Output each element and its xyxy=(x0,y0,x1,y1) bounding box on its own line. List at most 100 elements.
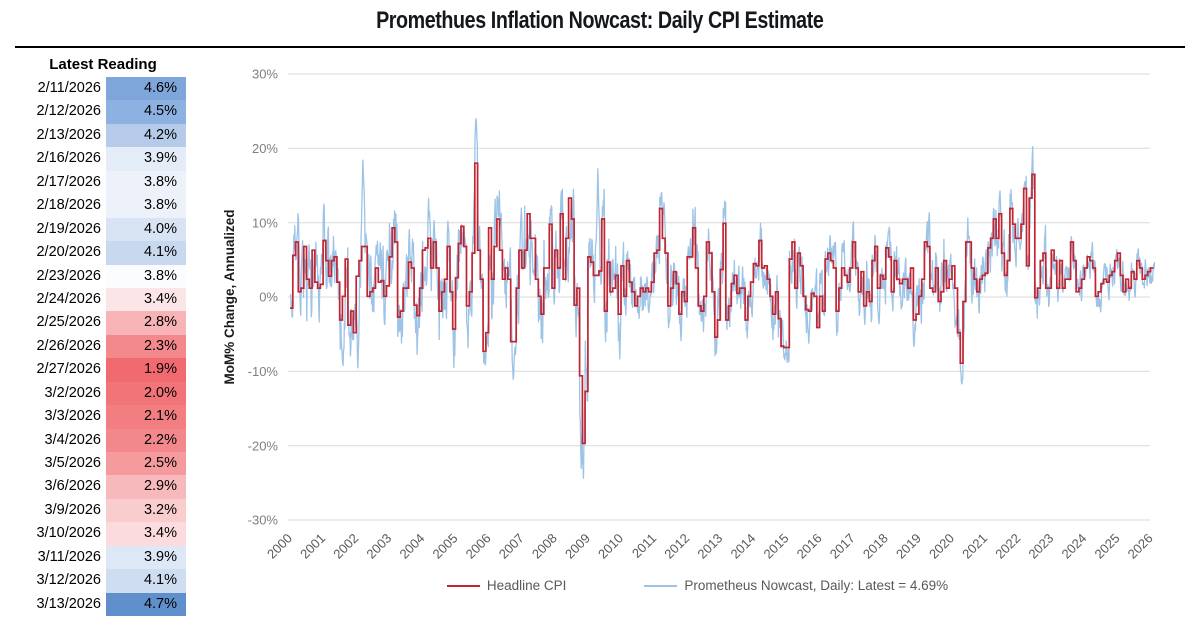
headline-cpi-series-line xyxy=(290,162,1154,445)
x-axis-tick-label: 2020 xyxy=(926,531,957,562)
reading-date: 2/18/2026 xyxy=(36,197,101,214)
table-row: 2/19/2026 4.0% xyxy=(20,217,186,242)
reading-date: 2/20/2026 xyxy=(36,244,101,261)
reading-date: 2/11/2026 xyxy=(37,80,101,96)
x-axis-tick-label: 2018 xyxy=(860,531,891,562)
table-row: 2/18/2026 3.8% xyxy=(20,194,186,218)
x-axis-tick-label: 2011 xyxy=(629,531,659,561)
x-axis-tick-label: 2004 xyxy=(396,531,427,562)
reading-value: 4.7% xyxy=(106,592,186,617)
table-row: 3/11/2026 3.9% xyxy=(20,545,186,570)
reading-date: 3/2/2026 xyxy=(44,384,101,401)
reading-value: 2.0% xyxy=(106,381,186,406)
title-divider xyxy=(15,46,1185,48)
reading-value: 3.2% xyxy=(106,498,186,523)
y-axis-tick-label: 20% xyxy=(252,141,278,156)
page-title-text: Promethues Inflation Nowcast: Daily CPI … xyxy=(376,7,824,34)
headline-cpi-line-swatch xyxy=(446,584,480,587)
table-row: 2/16/2026 3.9% xyxy=(20,147,186,171)
x-axis-tick-label: 2002 xyxy=(330,531,361,562)
table-row: 2/13/2026 4.2% xyxy=(20,123,186,148)
table-row: 3/5/2026 2.5% xyxy=(20,452,186,476)
latest-reading-table: 2/11/2026 4.6% 2/12/2026 4.5% 2/13/2026 4.2% 2… xyxy=(20,77,186,617)
reading-value: 2.3% xyxy=(106,334,186,359)
x-axis-tick-label: 2022 xyxy=(992,531,1023,562)
reading-value: 4.6% xyxy=(106,77,186,101)
reading-date: 2/24/2026 xyxy=(36,290,101,307)
table-row: 2/25/2026 2.8% xyxy=(20,311,186,335)
reading-date: 2/19/2026 xyxy=(36,220,101,237)
x-axis-tick-label: 2019 xyxy=(893,531,924,562)
table-row: 2/12/2026 4.5% xyxy=(20,100,186,124)
x-axis-tick-label: 2010 xyxy=(595,531,626,562)
reading-date: 2/17/2026 xyxy=(36,173,101,190)
x-axis-tick-label: 2006 xyxy=(463,531,494,562)
x-axis-tick-label: 2016 xyxy=(794,531,825,562)
table-row: 3/4/2026 2.2% xyxy=(20,428,186,452)
table-row: 3/6/2026 2.9% xyxy=(20,475,186,499)
reading-value: 3.8% xyxy=(106,194,186,218)
reading-date: 3/3/2026 xyxy=(44,408,101,425)
reading-value: 4.1% xyxy=(106,241,186,265)
reading-date: 3/4/2026 xyxy=(44,431,101,448)
table-row: 3/13/2026 4.7% xyxy=(20,592,186,617)
legend-label-headline-cpi: Headline CPI xyxy=(486,578,567,593)
nowcast-line-swatch xyxy=(644,584,678,587)
reading-value: 3.9% xyxy=(106,147,186,171)
table-row: 3/3/2026 2.1% xyxy=(20,405,186,429)
x-axis-tick-label: 2000 xyxy=(264,531,295,562)
reading-date: 2/27/2026 xyxy=(36,361,101,378)
x-axis-tick-label: 2015 xyxy=(761,531,792,562)
reading-date: 2/13/2026 xyxy=(36,126,101,143)
nowcast-series-line xyxy=(290,118,1156,479)
x-axis-tick-label: 2003 xyxy=(363,531,394,562)
x-axis-tick-label: 2014 xyxy=(727,531,758,562)
x-axis-tick-label: 2005 xyxy=(430,531,461,562)
y-axis-title: MoM% Change, Annualized xyxy=(222,210,237,385)
reading-value: 2.1% xyxy=(106,405,186,429)
table-row: 3/12/2026 4.1% xyxy=(20,569,186,593)
reading-value: 1.9% xyxy=(106,358,186,382)
reading-value: 3.4% xyxy=(106,522,186,546)
reading-date: 2/25/2026 xyxy=(36,314,101,331)
x-axis-tick-label: 2026 xyxy=(1125,531,1156,562)
chart-legend: Headline CPI Prometheus Nowcast, Daily: … xyxy=(195,578,1200,593)
table-row: 2/27/2026 1.9% xyxy=(20,358,186,382)
table-row: 2/24/2026 3.4% xyxy=(20,287,186,312)
y-axis-tick-label: 0% xyxy=(259,290,278,305)
cpi-nowcast-chart: 30%20%10%0%-10%-20%-30%2000 2001 2002 2003 2… xyxy=(222,67,1156,562)
reading-date: 3/9/2026 xyxy=(44,501,101,518)
x-axis-tick-label: 2023 xyxy=(1025,531,1056,562)
table-row: 2/20/2026 4.1% xyxy=(20,241,186,265)
x-axis-tick-label: 2024 xyxy=(1058,531,1089,562)
reading-value: 3.9% xyxy=(106,545,186,570)
reading-date: 3/5/2026 xyxy=(44,455,101,471)
latest-reading-header: Latest Reading xyxy=(49,56,157,73)
table-row: 3/9/2026 3.2% xyxy=(20,498,186,523)
table-row: 2/11/2026 4.6% xyxy=(20,77,186,101)
reading-value: 2.5% xyxy=(106,452,186,476)
reading-value: 3.8% xyxy=(106,170,186,195)
y-axis-tick-label: -10% xyxy=(248,364,279,379)
page-title: Promethues Inflation Nowcast: Daily CPI … xyxy=(0,7,1200,35)
reading-value: 3.8% xyxy=(106,264,186,288)
reading-value: 4.2% xyxy=(106,123,186,148)
table-row: 2/23/2026 3.8% xyxy=(20,264,186,288)
reading-value: 3.4% xyxy=(106,287,186,312)
reading-date: 3/6/2026 xyxy=(44,478,101,495)
reading-date: 2/12/2026 xyxy=(36,103,101,120)
x-axis-tick-label: 2008 xyxy=(529,531,560,562)
x-axis-tick-label: 2001 xyxy=(297,531,328,562)
legend-label-nowcast: Prometheus Nowcast, Daily: Latest = 4.69… xyxy=(684,578,949,593)
table-row: 3/10/2026 3.4% xyxy=(20,522,186,546)
x-axis-tick-label: 2013 xyxy=(694,531,725,562)
x-axis-tick-label: 2009 xyxy=(562,531,593,562)
reading-value: 2.8% xyxy=(106,311,186,335)
table-row: 2/26/2026 2.3% xyxy=(20,334,186,359)
reading-date: 3/11/2026 xyxy=(37,548,101,565)
reading-date: 2/26/2026 xyxy=(36,337,101,354)
reading-date: 2/16/2026 xyxy=(36,150,101,167)
y-axis-tick-label: 10% xyxy=(252,215,278,230)
reading-value: 2.2% xyxy=(106,428,186,452)
